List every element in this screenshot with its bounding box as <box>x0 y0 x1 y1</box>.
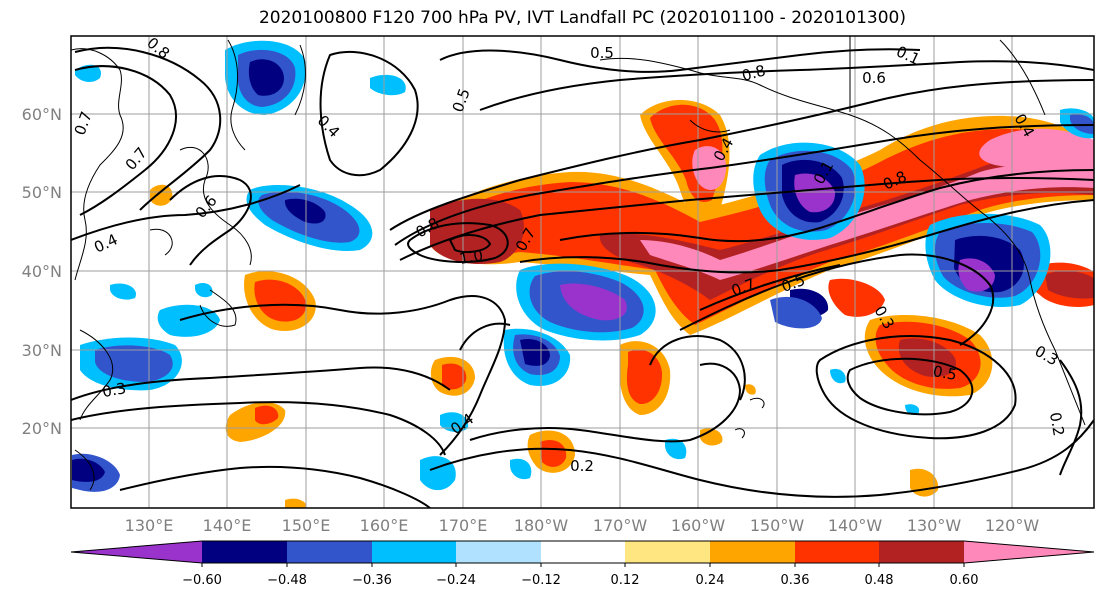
lat-label: 50°N <box>22 183 62 202</box>
latitude-labels: 60°N 50°N 40°N 30°N 20°N <box>22 105 62 438</box>
coastlines <box>71 36 1086 491</box>
contour-label: 0.2 <box>570 457 594 475</box>
graticule <box>71 36 1094 508</box>
colorbar-segment <box>795 541 879 563</box>
map-content: 0.8 0.7 0.7 0.4 0.6 0.5 0.5 0.4 0.8 0.6 … <box>71 36 1094 508</box>
lon-label: 150°E <box>282 516 331 535</box>
contour-label: 0.6 <box>862 69 886 87</box>
contour-label: 0.5 <box>590 44 614 62</box>
lon-label: 140°W <box>828 516 883 535</box>
colorbar-tick: 0.24 <box>696 573 725 588</box>
lat-label: 40°N <box>22 262 62 281</box>
lon-label: 160°W <box>671 516 726 535</box>
lon-label: 130°E <box>125 516 174 535</box>
longitude-labels: 130°E 140°E 150°E 160°E 170°E 180°W 170°… <box>125 516 1040 535</box>
lon-label: 170°E <box>439 516 488 535</box>
contour-label: 1.0 <box>458 246 485 268</box>
map-frame <box>70 35 1095 509</box>
colorbar-tick: −0.36 <box>352 573 392 588</box>
colorbar-segment <box>710 541 795 563</box>
contour-label: 0.5 <box>932 362 959 384</box>
colorbar-tick: 0.36 <box>781 573 810 588</box>
colorbar: −0.60 −0.48 −0.36 −0.24 −0.12 0.12 0.24 … <box>70 540 1095 588</box>
colorbar-segment <box>541 541 625 563</box>
lon-label: 130°W <box>907 516 962 535</box>
colorbar-tick: 0.60 <box>950 573 979 588</box>
colorbar-segment <box>202 541 287 563</box>
colorbar-tick: 0.48 <box>865 573 894 588</box>
colorbar-segment <box>71 541 202 563</box>
lat-label: 20°N <box>22 419 62 438</box>
map-title: 2020100800 F120 700 hPa PV, IVT Landfall… <box>258 8 906 28</box>
contour-label: 0.2 <box>1046 411 1068 438</box>
colorbar-tick: −0.60 <box>182 573 222 588</box>
colorbar-tick: 0.12 <box>611 573 640 588</box>
colorbar-tick: −0.24 <box>436 573 476 588</box>
lon-label: 120°W <box>985 516 1040 535</box>
lon-label: 140°E <box>203 516 252 535</box>
colorbar-segment <box>625 541 710 563</box>
lat-label: 60°N <box>22 105 62 124</box>
lon-label: 170°W <box>593 516 648 535</box>
contour-label: 0.8 <box>740 61 768 85</box>
pv-contours <box>71 46 1094 508</box>
colorbar-segment <box>372 541 456 563</box>
lat-label: 30°N <box>22 341 62 360</box>
colorbar-tick: −0.48 <box>267 573 307 588</box>
colorbar-segment <box>456 541 541 563</box>
lon-label: 180°W <box>514 516 569 535</box>
lon-label: 160°E <box>360 516 409 535</box>
lon-label: 150°W <box>750 516 805 535</box>
colorbar-tick: −0.12 <box>521 573 561 588</box>
colorbar-segment <box>879 541 964 563</box>
colorbar-segment <box>287 541 372 563</box>
colorbar-segment <box>964 541 1094 563</box>
contour-label: 0.3 <box>101 379 128 401</box>
